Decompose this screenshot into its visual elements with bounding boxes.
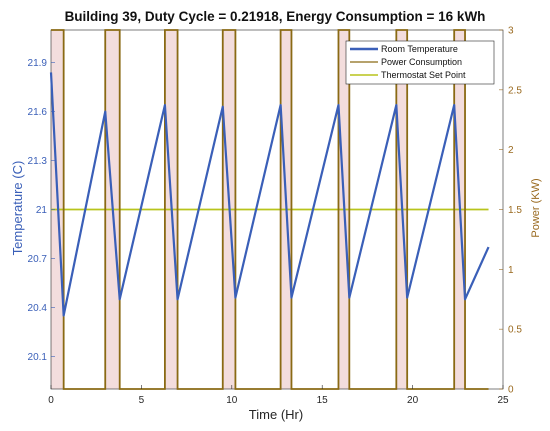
legend-label-room-temperature: Room Temperature — [381, 44, 458, 54]
x-axis-label: Time (Hr) — [249, 407, 303, 422]
x-tick-label-1: 5 — [139, 395, 145, 406]
y-right-tick-label-1: 0.5 — [508, 325, 522, 336]
y-right-tick-label-3: 1.5 — [508, 205, 522, 216]
y-right-tick-label-2: 1 — [508, 265, 514, 276]
y-axis-right-label: Power (KW) — [530, 178, 542, 237]
x-tick-label-4: 20 — [407, 395, 419, 406]
legend: Room Temperature Power Consumption Therm… — [345, 40, 495, 85]
y-left-tick-label-6: 21.9 — [28, 58, 48, 69]
legend-label-thermostat-set-point: Thermostat Set Point — [381, 70, 466, 80]
series-power-consumption — [51, 29, 489, 390]
y-axis-left-label: Temperature (C) — [10, 161, 25, 256]
y-left-tick-label-3: 21 — [36, 205, 48, 216]
y-left-tick-label-2: 20.7 — [28, 254, 48, 265]
y-left-tick-label-0: 20.1 — [28, 352, 48, 363]
y-right-tick-label-0: 0 — [508, 385, 514, 396]
y-right-tick-label-4: 2 — [508, 145, 514, 156]
axes: 0 5 10 15 20 2520.120.420.72121.321.621.900.5… — [28, 26, 523, 407]
x-tick-label-3: 15 — [317, 395, 329, 406]
x-tick-label-5: 25 — [497, 395, 509, 406]
series-room-temperature — [49, 72, 490, 317]
series-layer — [49, 29, 490, 390]
x-tick-label-0: 0 — [48, 395, 54, 406]
y-right-tick-label-5: 2.5 — [508, 85, 522, 96]
y-left-tick-label-4: 21.3 — [28, 156, 48, 167]
legend-label-power-consumption: Power Consumption — [381, 57, 462, 67]
y-left-tick-label-5: 21.6 — [28, 107, 48, 118]
x-tick-label-2: 10 — [226, 395, 238, 406]
y-right-tick-label-6: 3 — [508, 26, 514, 37]
chart-title: Building 39, Duty Cycle = 0.21918, Energ… — [65, 9, 486, 24]
y-left-tick-label-1: 20.4 — [28, 303, 48, 314]
